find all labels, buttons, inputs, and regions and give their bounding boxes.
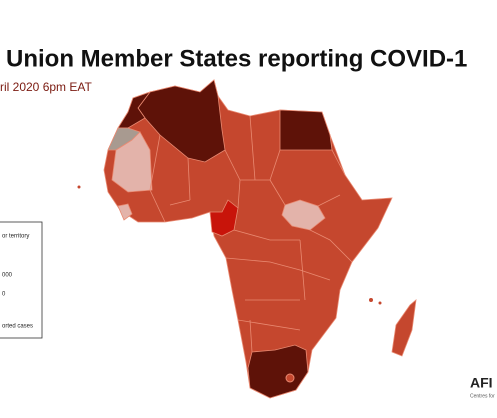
legend-label: 0 <box>2 292 6 298</box>
island <box>378 301 382 305</box>
country-light <box>111 131 153 193</box>
country-dark <box>279 109 333 151</box>
island <box>403 341 407 345</box>
legend-box <box>0 221 43 339</box>
legend-label: orted cases <box>2 324 33 330</box>
country-dark <box>117 91 152 129</box>
map-subtitle: ril 2020 6pm EAT <box>0 80 92 94</box>
country-light <box>117 203 133 221</box>
country-lesotho <box>285 373 295 383</box>
country-borders <box>149 115 353 353</box>
country-bright <box>209 199 239 237</box>
legend-label: or territory <box>2 234 29 240</box>
logo-name: AFI <box>470 375 493 391</box>
island <box>369 298 373 302</box>
island-madagascar <box>391 299 417 357</box>
legend-label: 000 <box>2 273 13 279</box>
logo-tagline: Centres for <box>470 393 495 399</box>
country-dark <box>247 344 309 399</box>
map-title: Union Member States reporting COVID-1 <box>6 45 467 72</box>
africa-landmass <box>103 79 393 399</box>
country-light <box>281 199 326 231</box>
island <box>77 185 81 189</box>
